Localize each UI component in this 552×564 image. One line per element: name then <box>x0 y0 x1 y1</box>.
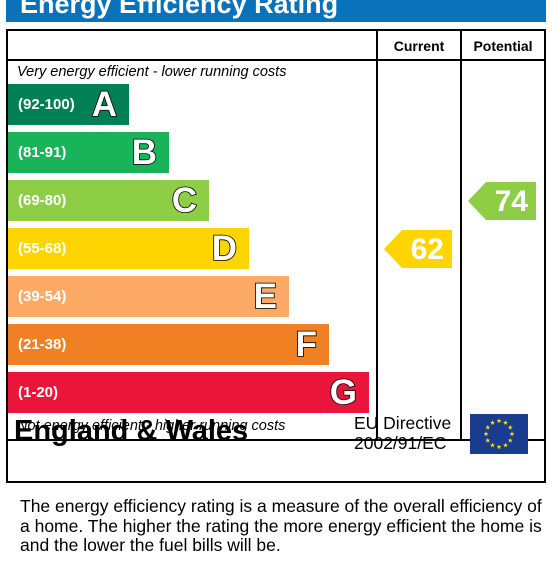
band-range-label: (55-68) <box>18 240 67 257</box>
band-range-label: (21-38) <box>18 336 67 353</box>
band-b: (81-91) B <box>8 132 169 173</box>
rating-value: 62 <box>410 233 444 266</box>
rating-arrow-current: 62 <box>384 230 452 268</box>
rating-value: 74 <box>494 185 528 218</box>
column-header-potential: Potential <box>473 38 533 54</box>
band-a: (92-100) A <box>8 84 129 125</box>
band-f: (21-38) F <box>8 324 329 365</box>
band-letter-label: D <box>211 228 238 269</box>
band-c: (69-80) C <box>8 180 209 221</box>
eu-star-icon <box>507 437 513 443</box>
note-inefficient: Not energy efficient - higher running co… <box>17 418 286 434</box>
eu-directive-line2: 2002/91/EC <box>354 433 447 453</box>
band-range-label: (39-54) <box>18 288 67 305</box>
eu-star-icon <box>509 431 515 437</box>
band-d: (55-68) D <box>8 228 249 269</box>
divider-current <box>376 31 378 441</box>
eu-star-icon <box>503 442 508 448</box>
column-header-current: Current <box>393 38 445 54</box>
eu-star-icon <box>507 424 513 430</box>
band-e: (39-54) E <box>8 276 289 317</box>
band-letter-label: F <box>295 324 318 365</box>
band-range-label: (81-91) <box>18 144 67 161</box>
band-letter-label: A <box>91 84 118 125</box>
band-range-label: (1-20) <box>18 384 59 401</box>
eu-star-icon <box>485 437 491 443</box>
eu-star-icon <box>483 431 489 437</box>
title-banner: Energy Efficiency Rating <box>6 0 546 22</box>
eu-star-icon <box>496 444 502 450</box>
region-label: England & Wales <box>14 415 249 447</box>
band-letter-label: G <box>329 372 358 413</box>
eu-star-icon <box>503 420 508 425</box>
band-letter-label: C <box>171 180 198 221</box>
rating-frame: Current Potential Very energy efficient … <box>6 29 546 483</box>
rating-arrow-potential: 74 <box>468 182 536 220</box>
eu-star-icon <box>490 420 495 425</box>
eu-star-icon <box>490 442 495 448</box>
eu-directive-line1: EU Directive <box>354 413 452 433</box>
footer-rule <box>8 439 544 441</box>
band-range-label: (69-80) <box>18 192 67 209</box>
eu-star-icon <box>485 424 491 430</box>
divider-potential <box>460 31 462 441</box>
band-range-label: (92-100) <box>18 96 75 113</box>
eu-directive: EU Directive 2002/91/EC <box>354 413 451 453</box>
eu-flag-icon <box>470 414 528 454</box>
band-g: (1-20) G <box>8 372 369 413</box>
chart-title: Energy Efficiency Rating <box>20 0 339 19</box>
header-rule <box>8 59 544 61</box>
note-efficient: Very energy efficient - lower running co… <box>17 64 287 80</box>
band-letter-label: B <box>131 132 158 173</box>
band-letter-label: E <box>253 276 278 317</box>
description-text: The energy efficiency rating is a measur… <box>20 496 542 555</box>
eu-star-icon <box>496 418 502 424</box>
